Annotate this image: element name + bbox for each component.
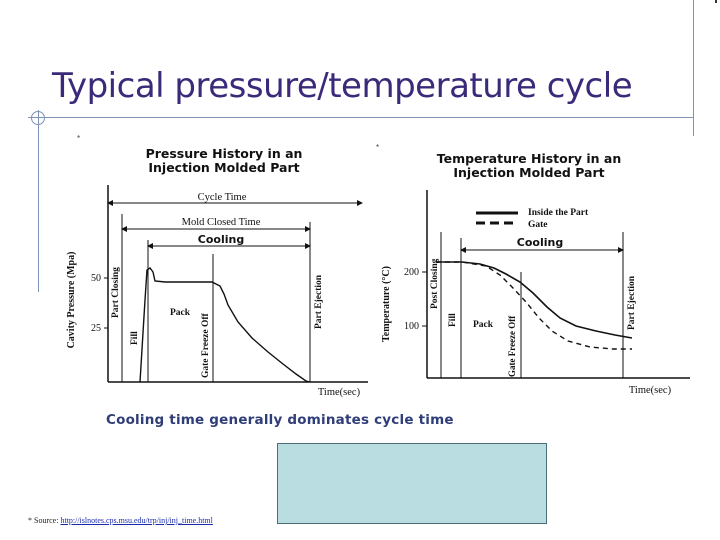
pressure-gate-freeze-label: Gate Freeze Off [201, 312, 211, 378]
temperature-part-ejection-label: Part Ejection [627, 275, 637, 330]
decorative-horizontal-line [28, 117, 693, 118]
decorative-right-line [693, 0, 694, 136]
pressure-cycle-time-label: Cycle Time [198, 192, 247, 203]
temperature-pack-label: Pack [473, 320, 494, 330]
pressure-curve [139, 267, 311, 383]
temperature-cooling-label: Cooling [517, 236, 563, 249]
source-prefix: * Source: [28, 516, 59, 525]
temperature-chart-title-line1: Temperature History in an [437, 151, 622, 166]
temperature-ytick-100: 100 [404, 321, 419, 332]
temperature-chart-title-line2: Injection Molded Part [453, 165, 604, 180]
slide-title: Typical pressure/temperature cycle [52, 66, 633, 106]
temperature-y-axis-label: Temperature (°C) [381, 266, 392, 342]
source-note: * Source: http://islnotes.cps.msu.edu/tr… [28, 516, 213, 525]
pressure-part-ejection-label: Part Ejection [314, 274, 324, 329]
temperature-chart-asterisk: * [376, 143, 379, 152]
pressure-ytick-50: 50 [91, 273, 101, 284]
pressure-cooling-label: Cooling [198, 233, 244, 246]
pressure-ytick-25: 25 [91, 323, 101, 334]
pressure-chart-title-line2: Injection Molded Part [148, 160, 299, 175]
pressure-y-axis-label: Cavity Pressure (Mpa) [66, 252, 77, 349]
temperature-gate-curve [436, 261, 632, 350]
temperature-legend-gate-label: Gate [528, 220, 548, 230]
pressure-mold-closed-label: Mold Closed Time [182, 217, 261, 228]
temperature-chart: * Temperature History in an Injection Mo… [376, 143, 690, 396]
pressure-x-axis-label: Time(sec) [318, 387, 361, 398]
decorative-corner-tick [715, 0, 717, 3]
temperature-inside-curve [436, 261, 633, 339]
temperature-post-closing-label: Post Closing [430, 258, 440, 309]
slide-caption: Cooling time generally dominates cycle t… [106, 412, 454, 428]
source-link[interactable]: http://islnotes.cps.msu.edu/trp/inj/inj_… [60, 516, 213, 525]
temperature-legend-inside-label: Inside the Part [528, 208, 589, 218]
pressure-fill-label: Fill [130, 331, 140, 345]
pressure-chart: * Pressure History in an Injection Molde… [66, 134, 368, 398]
temperature-x-axis-label: Time(sec) [629, 385, 672, 396]
temperature-gate-freeze-label: Gate Freeze Off [507, 315, 517, 377]
empty-teal-box [277, 443, 547, 524]
decorative-vertical-line [38, 110, 39, 292]
pressure-part-closing-label: Part Closing [111, 267, 121, 318]
pressure-pack-label: Pack [170, 308, 191, 318]
decorative-circle-icon [31, 111, 45, 125]
pressure-chart-asterisk: * [77, 134, 80, 143]
pressure-chart-title-line1: Pressure History in an [146, 146, 303, 161]
temperature-fill-label: Fill [448, 313, 458, 327]
temperature-ytick-200: 200 [404, 267, 419, 278]
